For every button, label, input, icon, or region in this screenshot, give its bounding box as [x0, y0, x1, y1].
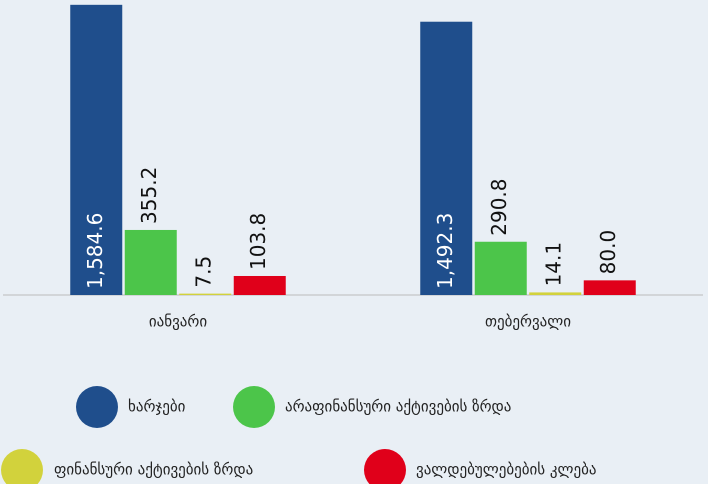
- legend-swatch: [1, 449, 43, 484]
- value-label: 1,492.3: [433, 213, 457, 289]
- bar: [124, 229, 177, 295]
- legend-label: ვალდებულებების კლება: [416, 461, 596, 479]
- bar: [420, 21, 473, 295]
- value-label: 1,584.6: [83, 213, 107, 289]
- bar: [529, 292, 582, 295]
- value-label: 103.8: [246, 213, 270, 270]
- legend-label: ფინანსური აქტივების ზრდა: [54, 461, 253, 479]
- x-tick-label: თებერვალი: [485, 313, 571, 331]
- bar: [583, 280, 636, 295]
- bar: [179, 293, 232, 295]
- bar: [70, 4, 123, 295]
- value-label: 290.8: [487, 178, 511, 235]
- value-label: 7.5: [192, 256, 216, 288]
- value-label: 355.2: [137, 167, 161, 224]
- value-label: 80.0: [596, 230, 620, 275]
- legend-swatch: [233, 386, 275, 428]
- bar: [474, 241, 527, 295]
- legend-label: არაფინანსური აქტივების ზრდა: [285, 398, 511, 416]
- bar: [233, 275, 286, 295]
- value-label: 14.1: [542, 242, 566, 287]
- legend-swatch: [364, 449, 406, 484]
- legend-label: ხარჯები: [128, 398, 186, 416]
- legend-swatch: [76, 386, 118, 428]
- x-tick-label: იანვარი: [149, 313, 207, 331]
